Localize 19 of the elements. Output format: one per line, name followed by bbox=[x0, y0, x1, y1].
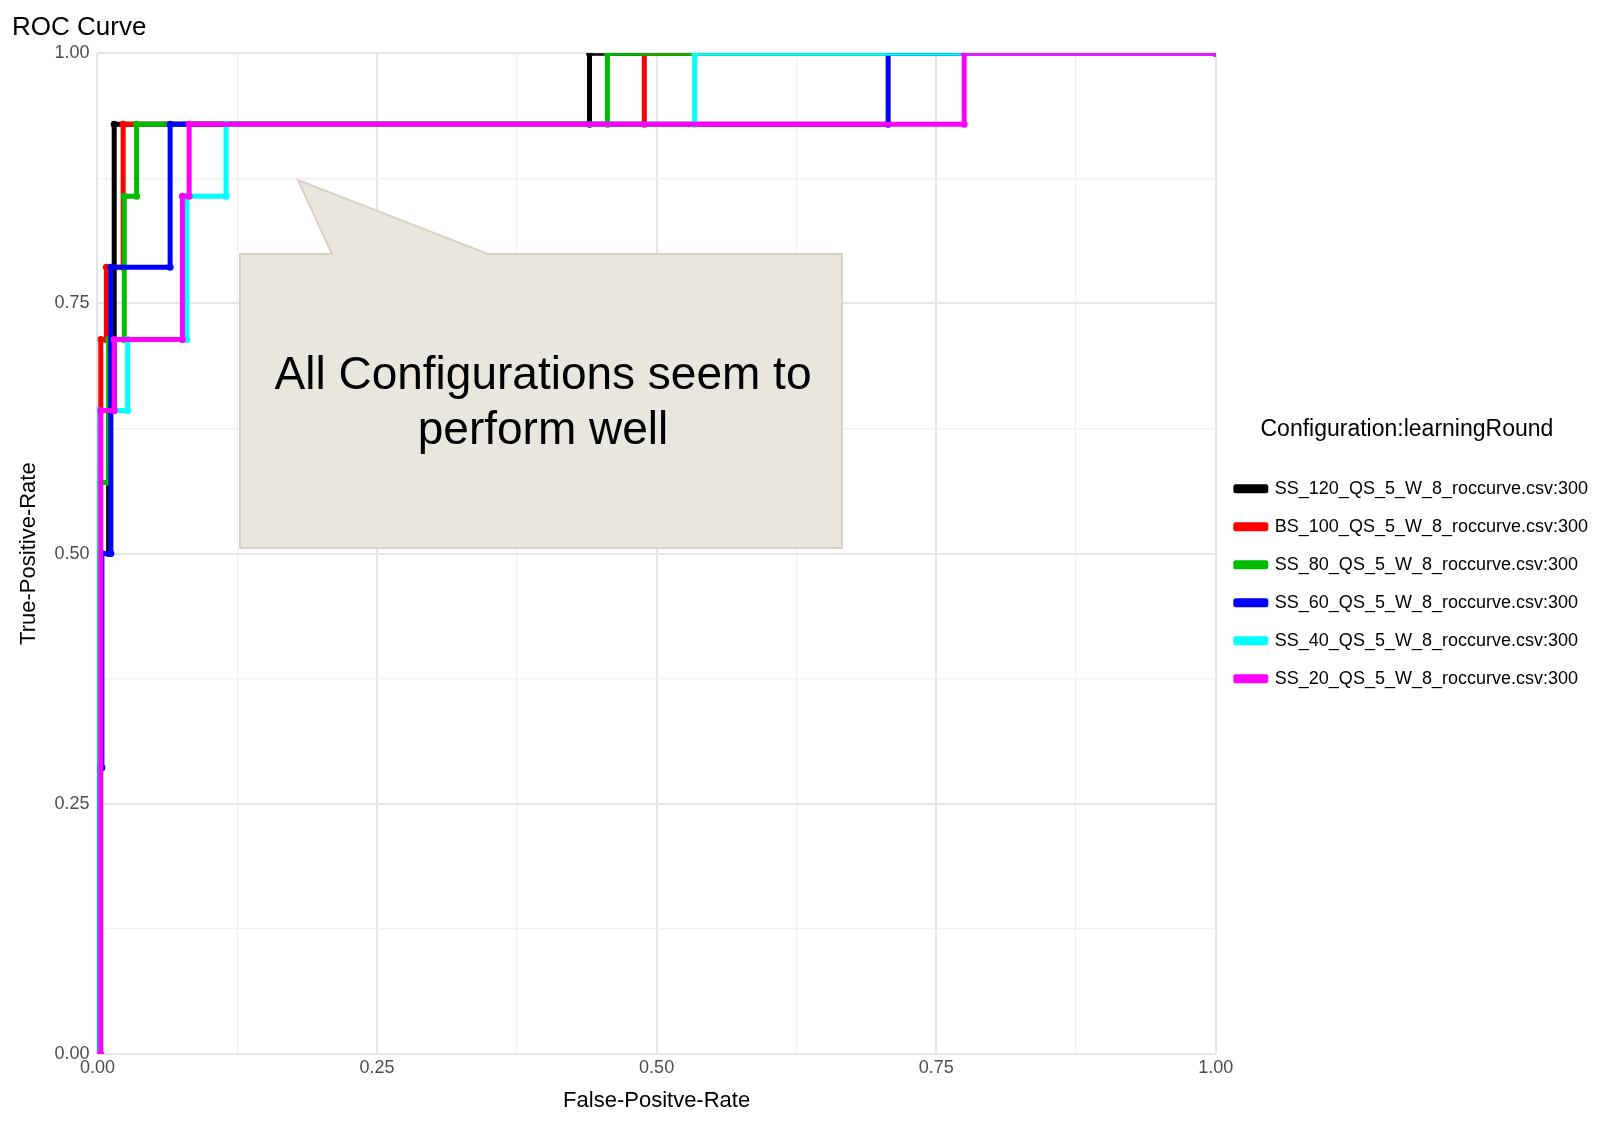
x-axis-title: False-Positve-Rate bbox=[563, 1086, 751, 1112]
x-tick-label: 1.00 bbox=[1198, 1056, 1234, 1077]
legend-label: SS_20_QS_5_W_8_roccurve.csv:300 bbox=[1274, 667, 1578, 689]
legend-label: SS_40_QS_5_W_8_roccurve.csv:300 bbox=[1274, 629, 1578, 651]
y-tick-label: 0.50 bbox=[54, 542, 90, 563]
y-axis-title: True-Positive-Rate bbox=[15, 462, 41, 645]
x-tick-label: 0.75 bbox=[918, 1056, 954, 1077]
x-tick-label: 0.50 bbox=[639, 1056, 675, 1077]
y-tick-label: 1.00 bbox=[54, 42, 90, 63]
legend-label: BS_100_QS_5_W_8_roccurve.csv:300 bbox=[1274, 515, 1589, 537]
legend-label: SS_60_QS_5_W_8_roccurve.csv:300 bbox=[1274, 591, 1578, 613]
y-tick-label: 0.75 bbox=[54, 292, 90, 313]
chart-title: ROC Curve bbox=[12, 10, 147, 41]
legend-title: Configuration:learningRound bbox=[1260, 415, 1554, 442]
annotation: All Configurations seem to perform well bbox=[273, 345, 813, 456]
legend-label: SS_120_QS_5_W_8_roccurve.csv:300 bbox=[1274, 477, 1589, 499]
legend-label: SS_80_QS_5_W_8_roccurve.csv:300 bbox=[1274, 553, 1578, 575]
y-tick-label: 0.25 bbox=[54, 792, 90, 813]
x-tick-label: 0.25 bbox=[359, 1056, 395, 1077]
